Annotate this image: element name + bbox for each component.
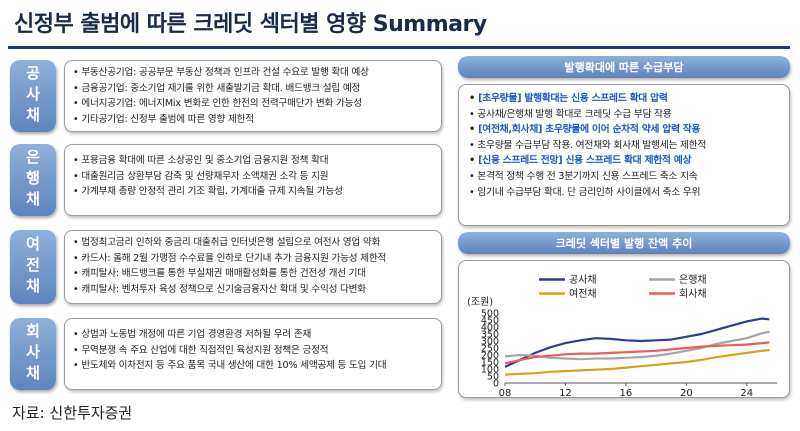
chart-header: 크레딧 섹터별 발행 잔액 추이	[458, 232, 790, 254]
y-tick-label: 50	[487, 372, 499, 383]
y-tick-label: 200	[481, 351, 499, 362]
sector-box-corporate-bonds: 상법과 노동법 개정에 따른 기업 경영환경 저하될 우려 존재 무역분쟁 속 …	[64, 318, 442, 390]
list-item: 금융공기업: 중소기업 재기를 위한 새출발기금 확대. 배드뱅크 설립 예정	[73, 81, 435, 97]
x-tick-label: 12	[559, 388, 572, 397]
list-item: 대출원리금 상환부담 감축 및 선량채무자 소액채권 소각 등 지원	[73, 169, 435, 185]
list-item: 에너지공기업: 에너지Mix 변화로 인한 한전의 전력구매단가 변화 가능성	[73, 96, 435, 112]
y-tick-label: 400	[481, 323, 499, 334]
sector-box-public-bonds: 부동산공기업: 공공부문 부동산 정책과 인프라 건설 수요로 발행 확대 예상…	[64, 60, 442, 132]
list-item: 기타공기업: 신정부 출범에 따른 영향 제한적	[73, 112, 435, 128]
series-line-3	[504, 349, 770, 376]
legend-label: 은행채	[679, 274, 707, 286]
title-divider	[8, 46, 790, 49]
supply-demand-header: 발행확대에 따른 수급부담	[458, 56, 790, 78]
sector-box-bank-bonds: 포용금융 확대에 따른 소상공인 및 중소기업 금융지원 정책 확대 대출원리금…	[64, 144, 442, 216]
supply-demand-body: [초우량물] 발행확대는 신용 스프레드 확대 압력공사채/은행채 발행 확대로…	[458, 84, 790, 226]
y-tick-label: 450	[481, 316, 499, 327]
x-tick-label: 16	[620, 388, 633, 397]
legend-label: 여전채	[569, 288, 597, 300]
y-tick-label: 500	[481, 309, 499, 320]
series-line-2	[504, 330, 770, 361]
list-item: 초우량물 수급부담 작용. 여전채와 회사채 발행세는 제한적	[469, 138, 783, 154]
y-tick-label: 100	[481, 365, 499, 376]
list-item: [초우량물] 발행확대는 신용 스프레드 확대 압력	[469, 91, 783, 107]
y-tick-label: 250	[481, 344, 499, 355]
series-line-1	[504, 317, 770, 368]
sector-box-card-capital-bonds: 법정최고금리 인하와 중금리 대출취급 인터넷은행 설립으로 여전사 영업 약화…	[64, 230, 442, 304]
y-tick-label: 350	[481, 330, 499, 341]
list-item: 캐피탈사: 벤처투자 육성 정책으로 신기술금융자산 확대 및 수익성 다변화	[73, 282, 435, 298]
list-item: 임기내 수급부담 확대. 단 금리인하 사이클에서 축소 우위	[469, 185, 783, 201]
list-item: 캐피탈사: 배드뱅크를 통한 부실채권 매매활성화를 통한 건전성 개선 기대	[73, 266, 435, 282]
list-item: 반도체와 이차전지 등 주요 품목 국내 생산에 대한 10% 세액공제 등 도…	[73, 358, 435, 374]
list-item: 부동산공기업: 공공부문 부동산 정책과 인프라 건설 수요로 발행 확대 예상	[73, 65, 435, 81]
list-item: 공사채/은행채 발행 확대로 크레딧 수급 부담 작용	[469, 107, 783, 123]
list-item: 법정최고금리 인하와 중금리 대출취급 인터넷은행 설립으로 여전사 영업 약화	[73, 235, 435, 251]
issuance-chart-panel: 크레딧 섹터별 발행 잔액 추이 (조원) 0 50 100 150 200 250 300 3…	[458, 232, 790, 399]
list-item: 가계부채 총량 안정적 관리 기조 확립. 가계대출 규제 지속될 가능성	[73, 184, 435, 200]
sector-label-public-bonds: 공사채	[10, 60, 56, 132]
supply-demand-panel: 발행확대에 따른 수급부담 [초우량물] 발행확대는 신용 스프레드 확대 압력…	[458, 56, 790, 226]
list-item: 카드사: 올해 2월 가맹점 수수료율 인하로 단기내 추가 금융지원 가능성 …	[73, 251, 435, 267]
list-item: [신용 스프레드 전망] 신용 스프레드 확대 제한적 예상	[469, 153, 783, 169]
x-tick-label: 24	[740, 388, 753, 397]
list-item: 포용금융 확대에 따른 소상공인 및 중소기업 금융지원 정책 확대	[73, 153, 435, 169]
sector-label-bank-bonds: 은행채	[10, 144, 56, 216]
chart-body: (조원) 0 50 100 150 200 250 300 350 400 450 500 08 12 16…	[458, 260, 790, 399]
y-tick-label: 300	[481, 337, 499, 348]
legend-label: 회사채	[679, 288, 707, 300]
legend-label: 공사채	[569, 274, 597, 286]
y-tick-label: 150	[481, 358, 499, 369]
list-item: 상법과 노동법 개정에 따른 기업 경영환경 저하될 우려 존재	[73, 327, 435, 343]
list-item: 무역분쟁 속 주요 산업에 대한 직접적인 육성지원 정책은 긍정적	[73, 343, 435, 359]
supply-demand-list: [초우량물] 발행확대는 신용 스프레드 확대 압력공사채/은행채 발행 확대로…	[459, 85, 789, 204]
list-item: [여전채,회사채] 초우량물에 이어 순차적 약세 압력 작용	[469, 122, 783, 138]
y-unit-label: (조원)	[467, 296, 493, 308]
sector-label-corporate-bonds: 회사채	[10, 318, 56, 390]
sector-label-card-capital-bonds: 여전채	[10, 230, 56, 304]
series-line-4	[504, 341, 770, 365]
page-title: 신정부 출범에 따른 크레딧 섹터별 영향 Summary	[14, 12, 487, 37]
list-item: 본격적 정책 수행 전 3분기까지 신용 스프레드 축소 지속	[469, 169, 783, 185]
y-tick-label: 0	[493, 379, 499, 390]
source-note: 자료: 신한투자증권	[12, 404, 133, 422]
x-tick-label: 08	[499, 388, 512, 397]
x-tick-label: 20	[680, 388, 693, 397]
